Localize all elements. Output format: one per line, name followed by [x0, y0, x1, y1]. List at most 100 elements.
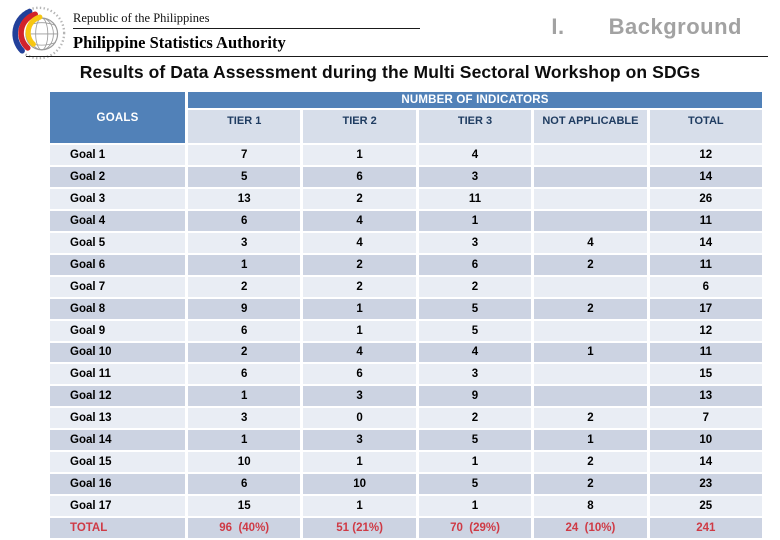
- value-cell: 2: [188, 342, 301, 363]
- value-cell: 6: [303, 364, 416, 385]
- goal-label-cell: Goal 11: [50, 364, 185, 385]
- value-cell: 1: [303, 145, 416, 165]
- psa-logo-icon: [12, 6, 66, 60]
- goal-label-cell: Goal 12: [50, 386, 185, 407]
- goal-label-cell: Goal 4: [50, 210, 185, 231]
- goal-label-cell: Goal 2: [50, 166, 185, 187]
- value-cell: 1: [418, 452, 532, 473]
- value-cell: 1: [534, 430, 647, 451]
- goal-label-cell: Goal 17: [50, 496, 185, 517]
- value-cell: 14: [649, 452, 762, 473]
- value-cell: 5: [418, 320, 532, 341]
- value-cell: 25: [649, 496, 762, 517]
- value-cell: 13: [188, 188, 301, 209]
- value-cell: 4: [303, 210, 416, 231]
- value-cell: 7: [188, 145, 301, 165]
- value-cell: 6: [188, 210, 301, 231]
- column-header-not-applicable: NOT APPLICABLE: [534, 110, 647, 143]
- value-cell: 4: [534, 232, 647, 253]
- value-cell: 5: [418, 298, 532, 319]
- value-cell: 15: [188, 496, 301, 517]
- republic-underline: [73, 28, 420, 29]
- total-value-cell: 241: [649, 518, 762, 538]
- value-cell: 3: [418, 232, 532, 253]
- value-cell: 7: [649, 408, 762, 429]
- value-cell: [534, 320, 647, 341]
- value-cell: 11: [649, 254, 762, 275]
- total-label-cell: TOTAL: [50, 518, 185, 538]
- value-cell: 2: [534, 254, 647, 275]
- value-cell: 11: [418, 188, 532, 209]
- value-cell: [534, 188, 647, 209]
- value-cell: 2: [303, 188, 416, 209]
- value-cell: 26: [649, 188, 762, 209]
- value-cell: [534, 364, 647, 385]
- goal-label-cell: Goal 16: [50, 474, 185, 495]
- goal-label-cell: Goal 10: [50, 342, 185, 363]
- value-cell: 3: [418, 364, 532, 385]
- value-cell: 14: [649, 232, 762, 253]
- goal-label-cell: Goal 13: [50, 408, 185, 429]
- goal-label-cell: Goal 14: [50, 430, 185, 451]
- column-header-tier2: TIER 2: [303, 110, 416, 143]
- value-cell: 2: [303, 276, 416, 297]
- value-cell: 4: [418, 342, 532, 363]
- value-cell: 2: [534, 408, 647, 429]
- indicator-table: GOALS NUMBER OF INDICATORS TIER 1 TIER 2…: [50, 92, 762, 538]
- value-cell: 1: [534, 342, 647, 363]
- section-numeral: I.: [551, 14, 565, 39]
- value-cell: 2: [534, 298, 647, 319]
- value-cell: 2: [303, 254, 416, 275]
- value-cell: 3: [418, 166, 532, 187]
- value-cell: 12: [649, 145, 762, 165]
- value-cell: 11: [649, 342, 762, 363]
- value-cell: [534, 210, 647, 231]
- value-cell: 4: [303, 342, 416, 363]
- header-divider-line: [26, 56, 768, 57]
- value-cell: 1: [418, 496, 532, 517]
- value-cell: 8: [534, 496, 647, 517]
- value-cell: 11: [649, 210, 762, 231]
- goal-label-cell: Goal 3: [50, 188, 185, 209]
- value-cell: 3: [303, 386, 416, 407]
- goal-label-cell: Goal 15: [50, 452, 185, 473]
- value-cell: [534, 166, 647, 187]
- value-cell: [534, 145, 647, 165]
- goal-label-cell: Goal 8: [50, 298, 185, 319]
- value-cell: 1: [303, 320, 416, 341]
- value-cell: 6: [303, 166, 416, 187]
- group-column-header: NUMBER OF INDICATORS: [188, 92, 762, 108]
- section-heading: I. Background: [551, 14, 742, 40]
- value-cell: 1: [303, 298, 416, 319]
- value-cell: 9: [418, 386, 532, 407]
- value-cell: 1: [418, 210, 532, 231]
- value-cell: 6: [649, 276, 762, 297]
- republic-text: Republic of the Philippines: [73, 11, 210, 25]
- value-cell: 10: [303, 474, 416, 495]
- total-value-cell: 70 (29%): [418, 518, 532, 538]
- agency-name: Philippine Statistics Authority: [73, 33, 286, 52]
- goals-column-header: GOALS: [50, 92, 185, 143]
- value-cell: 1: [188, 386, 301, 407]
- value-cell: 2: [418, 276, 532, 297]
- value-cell: 2: [418, 408, 532, 429]
- value-cell: 10: [649, 430, 762, 451]
- column-header-tier3: TIER 3: [418, 110, 532, 143]
- column-header-total: TOTAL: [649, 110, 762, 143]
- goal-label-cell: Goal 9: [50, 320, 185, 341]
- value-cell: 5: [188, 166, 301, 187]
- value-cell: 3: [303, 430, 416, 451]
- value-cell: 15: [649, 364, 762, 385]
- value-cell: 13: [649, 386, 762, 407]
- value-cell: 17: [649, 298, 762, 319]
- value-cell: 6: [188, 320, 301, 341]
- column-header-tier1: TIER 1: [188, 110, 301, 143]
- value-cell: 6: [418, 254, 532, 275]
- value-cell: 0: [303, 408, 416, 429]
- value-cell: 2: [188, 276, 301, 297]
- value-cell: [534, 276, 647, 297]
- goal-label-cell: Goal 5: [50, 232, 185, 253]
- value-cell: 2: [534, 452, 647, 473]
- value-cell: 10: [188, 452, 301, 473]
- value-cell: 6: [188, 474, 301, 495]
